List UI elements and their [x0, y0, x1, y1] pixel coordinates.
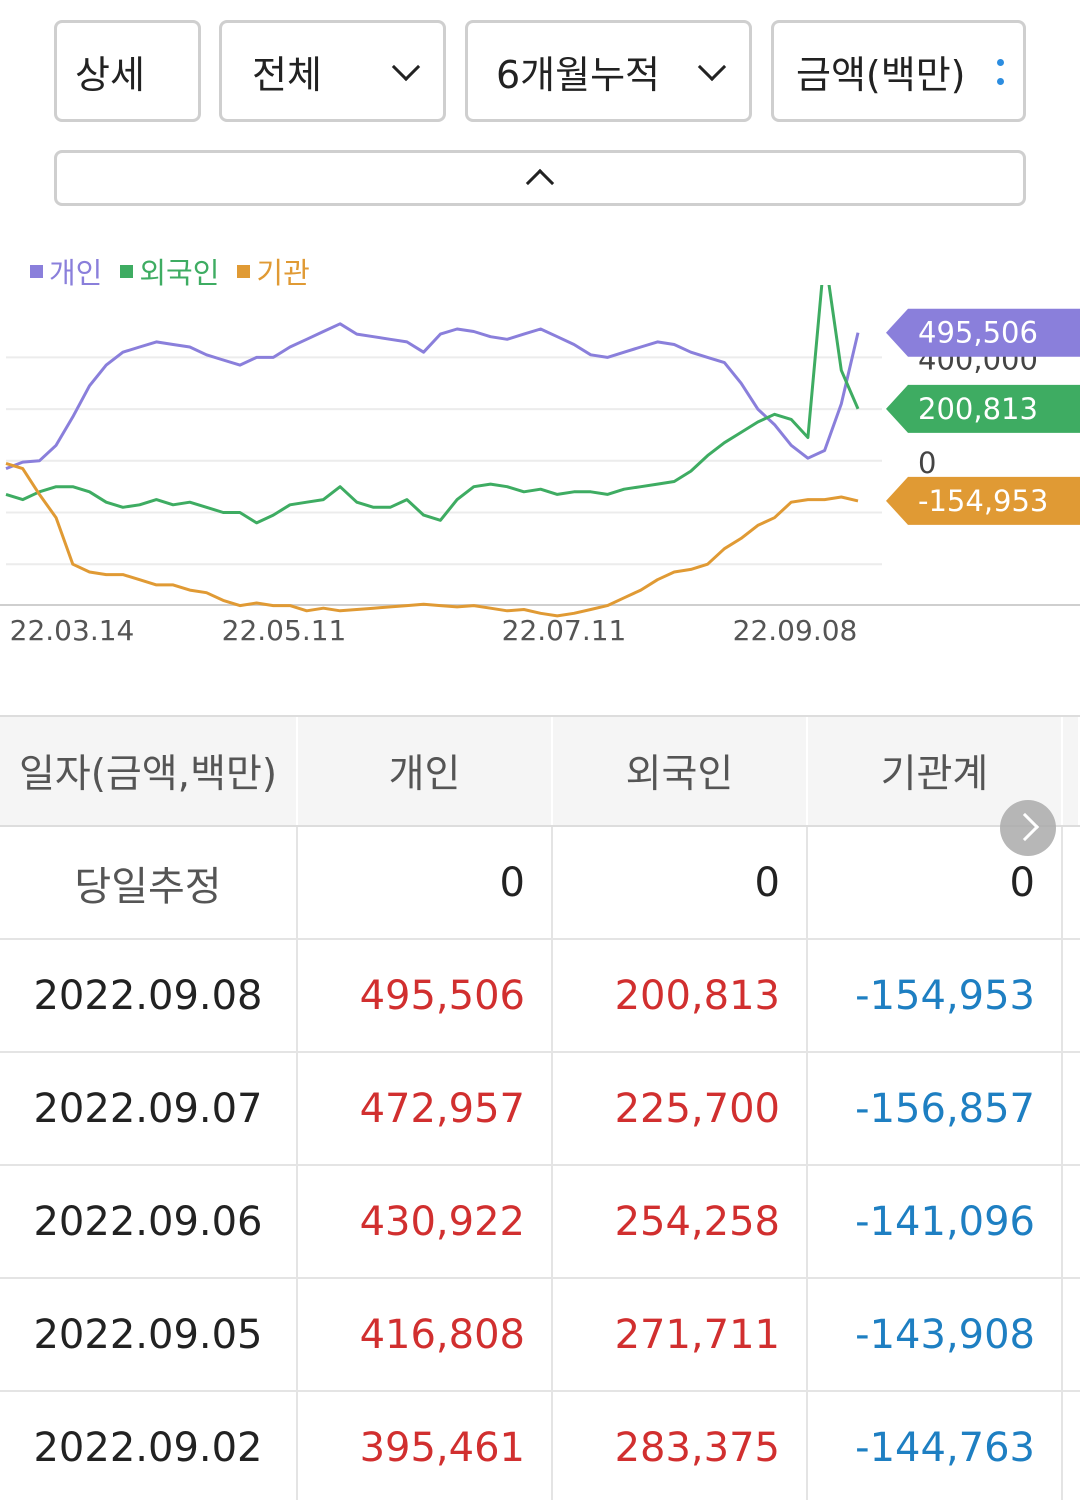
row-foreign: 200,813: [553, 940, 808, 1051]
period-select[interactable]: 6개월누적: [465, 20, 752, 122]
today-individual: 0: [298, 827, 553, 938]
series-line: [5, 285, 860, 525]
value-tag-label: 495,506: [918, 316, 1038, 350]
row-institution: -143,908: [808, 1279, 1063, 1390]
value-tag: [886, 384, 1080, 433]
unit-menu-label: 금액(백만): [796, 52, 966, 97]
legend-swatch: [120, 264, 134, 278]
today-institution: 0: [808, 827, 1063, 938]
header-institution: 기관계: [808, 717, 1063, 825]
legend-item-individual: 개인: [30, 250, 102, 292]
collapse-chart-button[interactable]: [54, 150, 1026, 206]
row-date: 2022.09.02: [0, 1392, 298, 1500]
table-row-today: 당일추정 0 0 0: [0, 827, 1080, 940]
row-spacer: [1063, 1053, 1080, 1164]
chevron-down-icon: [697, 52, 727, 82]
legend-swatch: [30, 264, 43, 278]
legend-label: 개인: [49, 256, 103, 290]
x-tick-label: 22.09.08: [733, 614, 858, 647]
kebab-icon: [996, 59, 1004, 85]
series-line: [5, 461, 859, 618]
row-individual: 395,461: [298, 1392, 553, 1500]
header-foreign: 외국인: [553, 717, 808, 825]
header-individual: 개인: [298, 717, 553, 825]
row-spacer: [1063, 827, 1080, 938]
row-foreign: 225,700: [553, 1053, 808, 1164]
legend-item-institution: 기관: [237, 250, 310, 292]
row-institution: -156,857: [808, 1053, 1063, 1164]
market-select[interactable]: 전체: [219, 20, 446, 122]
row-foreign: 271,711: [553, 1279, 808, 1390]
detail-menu-label: 상세: [75, 52, 145, 97]
table-header: 일자(금액,백만) 개인 외국인 기관계: [0, 715, 1080, 827]
series-line: [5, 322, 860, 470]
chart-legend: 개인 외국인 기관: [30, 250, 310, 292]
y-tick-label: 0: [918, 446, 936, 480]
row-institution: -144,763: [808, 1392, 1063, 1500]
header-spacer: [1063, 717, 1080, 825]
investor-table: 일자(금액,백만) 개인 외국인 기관계 당일추정 0 0 0 2022.09.…: [0, 715, 1080, 1500]
row-foreign: 254,258: [553, 1166, 808, 1277]
market-select-value: 전체: [252, 52, 322, 97]
x-tick-label: 22.03.14: [10, 614, 135, 647]
row-institution: -141,096: [808, 1166, 1063, 1277]
value-tag: [886, 308, 1080, 357]
row-individual: 495,506: [298, 940, 553, 1051]
row-spacer: [1063, 940, 1080, 1051]
row-date: 2022.09.07: [0, 1053, 298, 1164]
table-row: 2022.09.05 416,808 271,711 -143,908: [0, 1279, 1080, 1392]
value-tag-label: -154,953: [918, 484, 1048, 518]
unit-menu-button[interactable]: 금액(백만): [771, 20, 1026, 122]
table-row: 2022.09.08 495,506 200,813 -154,953: [0, 940, 1080, 1053]
chevron-up-icon: [525, 168, 555, 198]
legend-item-foreign: 외국인: [120, 250, 219, 292]
x-tick-label: 22.05.11: [222, 614, 347, 647]
legend-swatch: [237, 264, 251, 278]
table-row: 2022.09.07 472,957 225,700 -156,857: [0, 1053, 1080, 1166]
scroll-right-button[interactable]: [1000, 800, 1056, 856]
today-label: 당일추정: [0, 827, 298, 938]
period-select-value: 6개월누적: [496, 52, 661, 97]
row-spacer: [1063, 1279, 1080, 1390]
filter-bar: 상세 전체 6개월누적 금액(백만): [0, 20, 1080, 122]
row-individual: 472,957: [298, 1053, 553, 1164]
row-spacer: [1063, 1392, 1080, 1500]
value-tag-label: 200,813: [918, 392, 1038, 426]
value-tag: [886, 476, 1080, 525]
table-row: 2022.09.02 395,461 283,375 -144,763: [0, 1392, 1080, 1500]
row-spacer: [1063, 1166, 1080, 1277]
header-date: 일자(금액,백만): [0, 717, 298, 825]
x-tick-label: 22.07.11: [502, 614, 627, 647]
row-individual: 430,922: [298, 1166, 553, 1277]
row-foreign: 283,375: [553, 1392, 808, 1500]
row-date: 2022.09.05: [0, 1279, 298, 1390]
row-date: 2022.09.06: [0, 1166, 298, 1277]
table-row: 2022.09.06 430,922 254,258 -141,096: [0, 1166, 1080, 1279]
row-date: 2022.09.08: [0, 940, 298, 1051]
legend-label: 기관: [256, 256, 310, 290]
today-foreign: 0: [553, 827, 808, 938]
chevron-down-icon: [391, 52, 421, 82]
row-institution: -154,953: [808, 940, 1063, 1051]
detail-menu-button[interactable]: 상세: [54, 20, 235, 122]
legend-label: 외국인: [139, 256, 220, 290]
row-individual: 416,808: [298, 1279, 553, 1390]
